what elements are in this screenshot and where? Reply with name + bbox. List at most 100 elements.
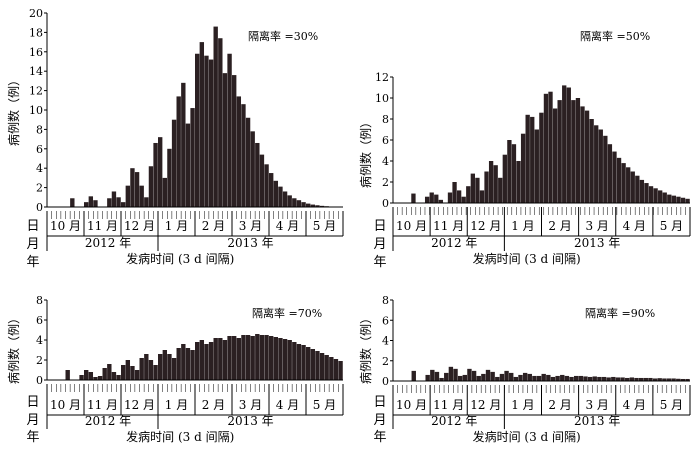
y-tick-label: 8 — [382, 294, 389, 307]
bar — [97, 376, 103, 380]
month-label: 1 月 — [511, 398, 534, 412]
bar — [662, 378, 667, 381]
bar — [589, 119, 594, 203]
chart-panel-4: 隔离率 =90% 0 2 4 6 8 病例数（例） 10 月 11 月 12 月 1 月 2 月 3 月… — [358, 294, 691, 445]
bar — [476, 375, 481, 381]
bar — [671, 378, 676, 381]
x-axis-label: 发病时间 (3 d 间隔) — [473, 429, 581, 444]
bar — [425, 374, 430, 382]
bar — [594, 125, 599, 203]
bar — [481, 373, 486, 381]
bar — [301, 202, 306, 207]
bar — [671, 195, 677, 203]
bar — [218, 38, 223, 207]
year-label: 2012 年 — [85, 236, 131, 250]
bar — [167, 148, 172, 207]
month-label: 1 月 — [511, 219, 534, 233]
bar — [676, 196, 681, 203]
row-label-year: 年 — [26, 430, 39, 445]
y-tick-label: 8 — [36, 294, 43, 307]
bar — [462, 374, 467, 382]
month-label: 1 月 — [165, 219, 188, 233]
bar — [282, 191, 288, 207]
bar — [597, 376, 602, 381]
bar — [601, 376, 607, 381]
bar — [571, 100, 576, 203]
bar — [130, 366, 135, 380]
bar — [525, 114, 530, 203]
bar — [490, 371, 495, 381]
bar — [513, 376, 519, 381]
bar — [204, 55, 209, 208]
bar — [310, 349, 316, 380]
bar — [185, 348, 191, 380]
bar — [484, 171, 489, 203]
bar — [296, 200, 302, 207]
bar — [520, 133, 526, 203]
bar — [144, 354, 149, 380]
bar — [190, 108, 195, 207]
month-label: 1 月 — [165, 398, 188, 412]
y-tick-label: 2 — [36, 354, 43, 367]
bar — [236, 96, 242, 207]
y-tick-label: 16 — [29, 46, 43, 59]
bar — [181, 344, 186, 380]
bar — [634, 377, 639, 381]
bar — [162, 177, 168, 207]
bar — [139, 358, 144, 380]
bar — [635, 175, 640, 203]
bar — [134, 370, 140, 380]
bar — [550, 376, 556, 381]
chart-panel-2: 隔离率 =50% 0 2 4 6 8 10 12 病例数（例） 10 月 11 月 12 月 1 月 2 … — [358, 29, 691, 270]
bar — [502, 154, 507, 203]
bar — [227, 53, 232, 207]
bar — [84, 202, 89, 207]
bar — [130, 168, 135, 207]
bar — [569, 376, 574, 381]
bar — [264, 164, 269, 207]
bar — [102, 368, 107, 380]
bar — [306, 203, 311, 207]
row-label-month: 月 — [26, 413, 39, 428]
bar — [620, 377, 625, 381]
bar — [592, 376, 597, 381]
y-tick-label: 2 — [382, 355, 389, 368]
bar — [573, 375, 579, 381]
bar — [587, 376, 593, 381]
row-label-year: 年 — [373, 430, 386, 445]
y-tick-label: 8 — [382, 113, 389, 126]
y-tick-label: 10 — [375, 92, 389, 105]
bar — [536, 375, 542, 381]
month-label: 11 月 — [433, 219, 464, 233]
bar — [564, 375, 570, 381]
y-tick-label: 0 — [36, 201, 43, 214]
bar — [453, 368, 458, 381]
y-tick-label: 8 — [36, 123, 43, 136]
month-label: 11 月 — [87, 219, 118, 233]
bar — [158, 354, 163, 380]
y-tick-label: 14 — [29, 65, 43, 78]
bar — [278, 338, 283, 380]
bar — [241, 335, 246, 380]
bar — [153, 365, 158, 380]
month-label: 10 月 — [396, 398, 427, 412]
bar — [457, 375, 463, 381]
y-tick-label: 2 — [36, 182, 43, 195]
y-tick-label: 0 — [382, 197, 389, 210]
bar — [470, 173, 475, 203]
bar — [548, 91, 553, 203]
bar — [250, 131, 255, 207]
y-axis-label: 病例数（例） — [6, 74, 21, 146]
bar — [580, 106, 585, 203]
month-label: 3 月 — [239, 398, 262, 412]
bar — [552, 108, 558, 203]
bar — [255, 334, 260, 380]
bar — [666, 378, 672, 381]
bar — [584, 110, 590, 203]
bar — [648, 186, 654, 203]
bar — [236, 338, 242, 380]
bar — [611, 376, 616, 381]
bar — [107, 198, 112, 207]
bar — [676, 378, 681, 381]
bar — [213, 338, 218, 380]
